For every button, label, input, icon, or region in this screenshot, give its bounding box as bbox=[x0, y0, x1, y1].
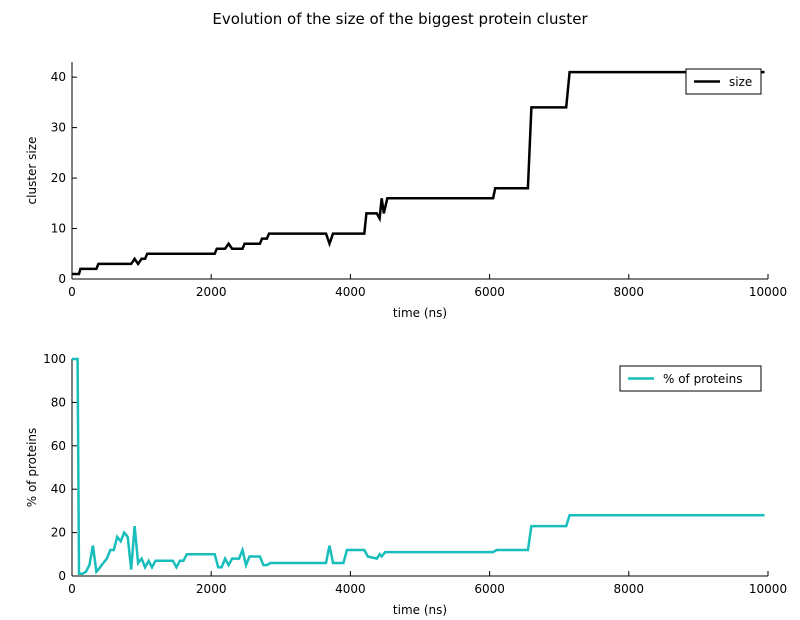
y-tick-label: 40 bbox=[51, 482, 66, 496]
x-tick-label: 6000 bbox=[474, 285, 505, 299]
legend-label: size bbox=[729, 75, 752, 89]
y-tick-label: 20 bbox=[51, 171, 66, 185]
x-axis-label: time (ns) bbox=[393, 603, 447, 617]
y-tick-label: 40 bbox=[51, 70, 66, 84]
x-tick-label: 8000 bbox=[614, 582, 645, 596]
x-tick-label: 2000 bbox=[196, 582, 227, 596]
figure-title: Evolution of the size of the biggest pro… bbox=[212, 10, 588, 28]
y-tick-label: 20 bbox=[51, 526, 66, 540]
x-tick-label: 10000 bbox=[749, 285, 787, 299]
chart-percent-proteins: 0 2000 4000 6000 8000 10000 0 20 40 60 80 100 time (… bbox=[25, 352, 787, 617]
y-tick-label: 100 bbox=[43, 352, 66, 366]
x-axis-label: time (ns) bbox=[393, 306, 447, 320]
legend: % of proteins bbox=[619, 365, 762, 392]
x-tick-label: 8000 bbox=[614, 285, 645, 299]
y-tick-label: 10 bbox=[51, 222, 66, 236]
y-tick-label: 30 bbox=[51, 121, 66, 135]
x-tick-label: 6000 bbox=[474, 582, 505, 596]
x-tick-label: 4000 bbox=[335, 285, 366, 299]
y-axis-label: cluster size bbox=[25, 137, 39, 205]
y-tick-label: 80 bbox=[51, 395, 66, 409]
legend: size bbox=[685, 68, 762, 95]
legend-label: % of proteins bbox=[663, 372, 743, 386]
chart-cluster-size: 0 2000 4000 6000 8000 10000 0 10 20 30 40 time (ns)… bbox=[25, 62, 787, 320]
series-line-1 bbox=[72, 357, 765, 576]
x-tick-label: 0 bbox=[68, 582, 76, 596]
series-line-1 bbox=[72, 70, 765, 276]
y-axis-label: % of proteins bbox=[25, 428, 39, 508]
y-tick-label: 0 bbox=[58, 272, 66, 286]
y-tick-label: 0 bbox=[58, 569, 66, 583]
y-tick-label: 60 bbox=[51, 439, 66, 453]
x-tick-label: 10000 bbox=[749, 582, 787, 596]
x-tick-label: 2000 bbox=[196, 285, 227, 299]
x-tick-label: 0 bbox=[68, 285, 76, 299]
x-tick-label: 4000 bbox=[335, 582, 366, 596]
